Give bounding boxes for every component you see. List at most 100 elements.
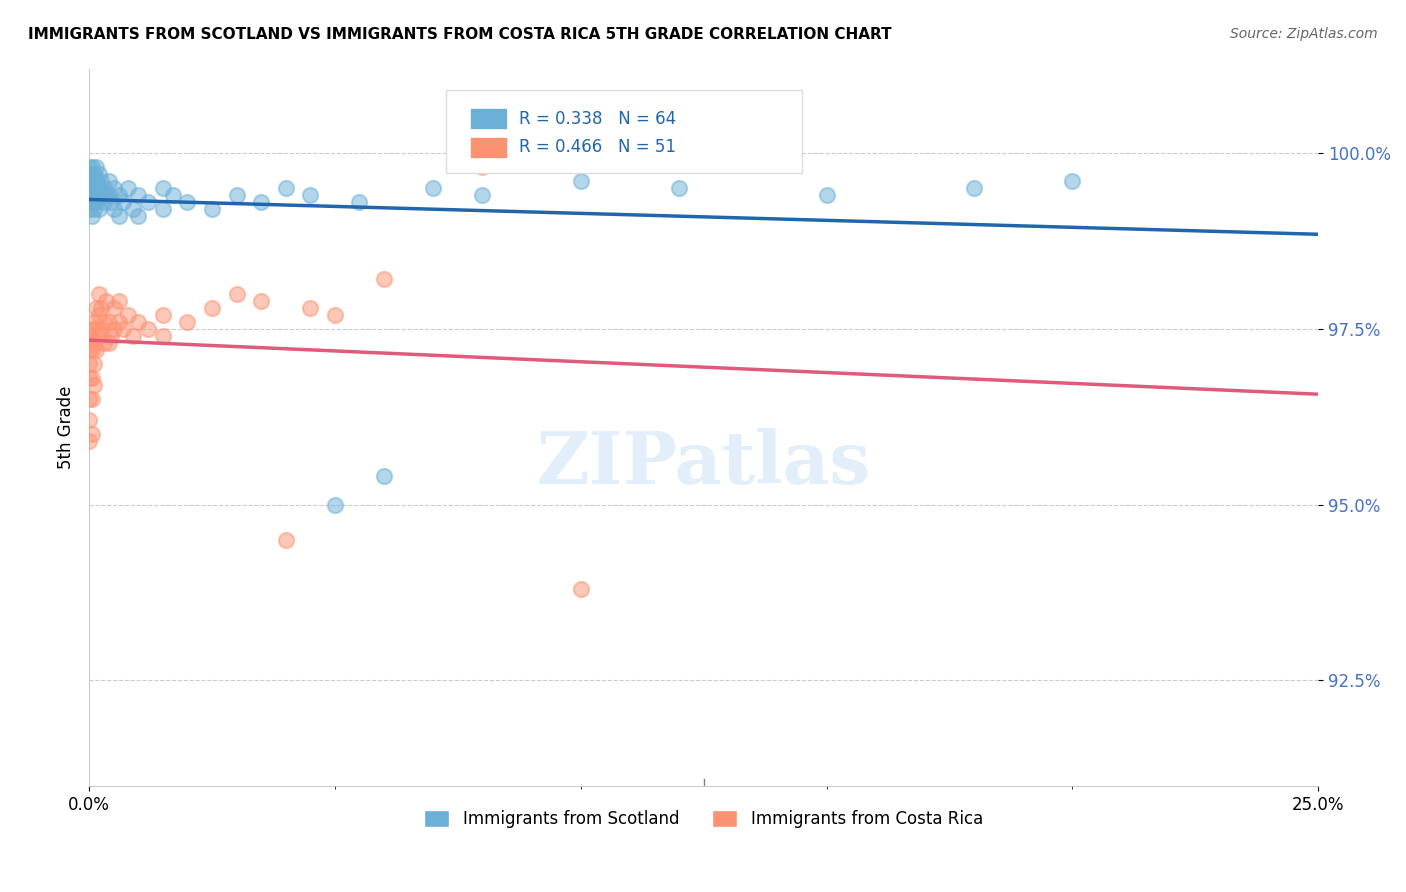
Point (77, 160, 100, 174)
Point (107, 315, 129, 329)
Point (97, 315, 120, 329)
Point (201, 202, 224, 216)
Point (83, 202, 105, 216)
Point (1062, 174, 1084, 188)
Legend: Immigrants from Scotland, Immigrants from Costa Rica: Immigrants from Scotland, Immigrants fro… (418, 804, 990, 835)
Point (225, 188, 247, 202)
Point (103, 181, 125, 195)
Point (373, 272, 395, 286)
Point (323, 498, 346, 512)
Point (77, 413, 100, 427)
Point (112, 195, 135, 210)
Point (107, 209, 129, 223)
Point (87, 181, 110, 195)
Point (100, 328, 122, 343)
Point (963, 181, 986, 195)
Point (86, 160, 108, 174)
Point (93, 335, 115, 350)
Point (83, 357, 105, 371)
Point (77, 181, 100, 195)
Point (80, 343, 103, 357)
Point (250, 293, 273, 308)
Point (122, 202, 145, 216)
Point (87, 286, 110, 301)
Point (90, 301, 112, 315)
Point (80, 181, 103, 195)
Point (77, 392, 100, 406)
Point (90, 322, 112, 336)
Point (83, 188, 105, 202)
Point (299, 188, 322, 202)
Point (87, 167, 110, 181)
Point (77, 188, 100, 202)
Point (127, 188, 149, 202)
FancyBboxPatch shape (470, 108, 508, 129)
Point (815, 188, 838, 202)
Point (225, 286, 247, 301)
Point (136, 195, 159, 210)
Point (93, 315, 115, 329)
Point (80, 174, 103, 188)
Point (97, 335, 120, 350)
Point (80, 209, 103, 223)
Point (96, 293, 118, 308)
Text: R = 0.338   N = 64: R = 0.338 N = 64 (519, 110, 676, 128)
Point (299, 301, 322, 315)
Point (83, 315, 105, 329)
Point (87, 188, 110, 202)
Point (96, 188, 118, 202)
Point (569, 582, 592, 596)
Point (127, 209, 149, 223)
Point (152, 181, 174, 195)
Y-axis label: 5th Grade: 5th Grade (58, 385, 75, 469)
Point (201, 301, 224, 315)
Text: Source: ZipAtlas.com: Source: ZipAtlas.com (1230, 27, 1378, 41)
Point (83, 174, 105, 188)
Point (77, 202, 100, 216)
Point (80, 427, 103, 442)
Point (103, 322, 125, 336)
Point (471, 160, 494, 174)
Point (122, 328, 145, 343)
Point (93, 195, 115, 210)
Point (87, 328, 110, 343)
Point (87, 202, 110, 216)
Point (103, 202, 125, 216)
Point (83, 335, 105, 350)
Point (274, 181, 297, 195)
Point (86, 343, 108, 357)
Point (97, 188, 120, 202)
Point (112, 322, 135, 336)
Point (77, 434, 100, 449)
Point (176, 315, 198, 329)
Point (152, 328, 174, 343)
Point (86, 195, 108, 210)
Point (152, 308, 174, 322)
Point (83, 167, 105, 181)
Point (117, 181, 139, 195)
Point (80, 195, 103, 210)
Point (107, 293, 129, 308)
Text: R = 0.466   N = 51: R = 0.466 N = 51 (519, 138, 676, 156)
Point (176, 195, 198, 210)
Point (86, 181, 108, 195)
Point (86, 322, 108, 336)
Point (77, 195, 100, 210)
Text: ZIPatlas: ZIPatlas (537, 427, 870, 499)
Point (83, 181, 105, 195)
Point (117, 308, 139, 322)
Point (77, 328, 100, 343)
Point (87, 308, 110, 322)
FancyBboxPatch shape (446, 90, 801, 172)
Point (127, 315, 149, 329)
FancyBboxPatch shape (470, 136, 508, 158)
Point (80, 322, 103, 336)
Point (77, 343, 100, 357)
Point (100, 195, 122, 210)
Point (80, 160, 103, 174)
Point (349, 195, 371, 210)
Point (83, 378, 105, 392)
Point (373, 469, 395, 483)
Point (250, 195, 273, 210)
Point (93, 181, 115, 195)
